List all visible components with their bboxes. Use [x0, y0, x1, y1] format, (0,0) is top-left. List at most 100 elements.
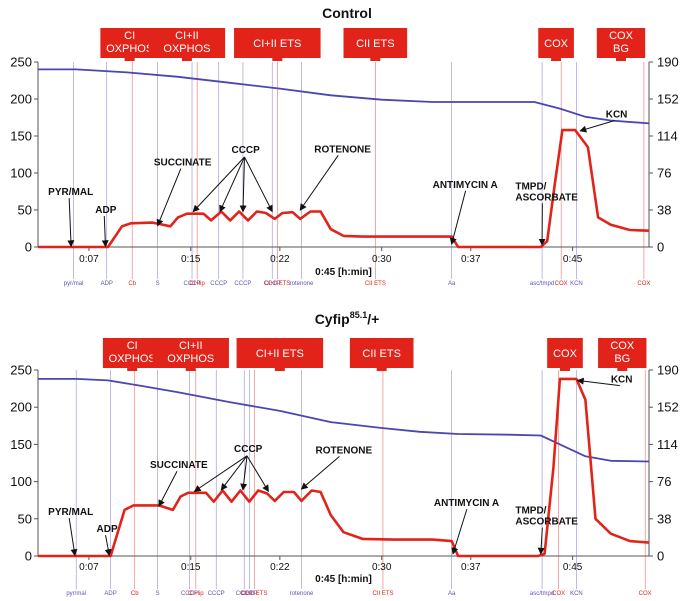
- phase-label: COX: [610, 340, 635, 352]
- chart-title-suffix: /+: [367, 311, 379, 327]
- annotation: KCN: [579, 110, 627, 133]
- annotation-label: KCN: [611, 375, 633, 386]
- event-marker-label: asc/tmpd: [530, 591, 554, 597]
- event-marker-label: CCCP: [208, 591, 225, 597]
- oxygen-concentration-line: [38, 68, 650, 125]
- phase-box: COX: [538, 28, 574, 61]
- event-marker-label: Cb: [128, 281, 136, 287]
- event-marker-label: CCCP: [181, 591, 198, 597]
- phase-label: BG: [613, 43, 629, 55]
- phase-box-background: [598, 338, 647, 368]
- annotation-label: ASCORBATE: [515, 192, 578, 203]
- phase-label: CI+II: [179, 340, 203, 352]
- oxygen-flux-line: [38, 128, 650, 249]
- phase-label: COX: [544, 38, 569, 50]
- annotation: ROTENONE: [299, 144, 371, 211]
- y-tick-label-right: 152: [657, 92, 679, 107]
- event-marker-label: rotenone: [290, 281, 314, 287]
- annotation-label: ROTENONE: [314, 144, 371, 155]
- phase-box-tick: [272, 58, 283, 61]
- phase-box: CII ETS: [343, 28, 408, 61]
- event-marker-label: CI+lip: [189, 281, 205, 287]
- annotation-label: PYR/MAL: [48, 507, 93, 518]
- annotation: ANTIMYCIN A: [433, 180, 498, 246]
- phase-box-tick: [127, 368, 138, 371]
- annotation-arrow: [449, 190, 467, 246]
- event-marker-label: CCCP: [234, 281, 251, 287]
- annotation-label: ADP: [95, 205, 116, 216]
- phase-box-background: [148, 28, 226, 58]
- x-axis-label: 0:45 [h:min]: [315, 574, 372, 585]
- cccp-arrow: [193, 455, 248, 492]
- cccp-arrow: [239, 157, 247, 213]
- phase-label: COX: [609, 30, 634, 42]
- event-marker-label: S: [156, 281, 160, 287]
- phase-box: CI+II ETS: [234, 28, 321, 61]
- annotation: TMPD/ASCORBATE: [515, 181, 578, 246]
- annotation: PYR/MAL: [48, 187, 93, 248]
- phase-label: CII ETS: [362, 348, 401, 360]
- phase-box-background: [596, 28, 646, 58]
- cccp-arrow: [220, 455, 248, 491]
- annotation: KCN: [576, 375, 633, 387]
- event-marker-label: CCCP: [241, 591, 258, 597]
- phase-label: CI+II: [175, 30, 199, 42]
- y-tick-label-left: 0: [25, 240, 32, 255]
- x-tick-label: 0:15: [181, 254, 201, 265]
- phase-box-tick: [376, 368, 387, 371]
- phase-box-background: [547, 338, 583, 368]
- x-tick-label: 0:07: [79, 562, 99, 573]
- cccp-arrow: [219, 156, 245, 213]
- phase-label: CI: [127, 340, 138, 352]
- annotation-label: ROTENONE: [315, 445, 372, 456]
- y-tick-label-right: 76: [657, 474, 671, 489]
- annotation-arrow: [104, 535, 112, 557]
- phase-box-background: [538, 28, 574, 58]
- annotation-label: ANTIMYCIN A: [434, 498, 499, 509]
- phase-box-background: [349, 338, 414, 368]
- y-tick-label-left: 250: [10, 363, 32, 378]
- cccp-arrow: [192, 156, 245, 213]
- annotation: PYR/MAL: [48, 507, 93, 557]
- event-marker-label: COX: [639, 591, 652, 597]
- x-tick-label: 0:45: [563, 254, 583, 265]
- event-marker-label: CCCP: [210, 281, 227, 287]
- phase-box-tick: [185, 368, 196, 371]
- annotation: ADP: [95, 205, 117, 248]
- annotation: SUCCINATE: [150, 460, 208, 508]
- phase-box-tick: [617, 368, 628, 371]
- y-tick-label-left: 150: [10, 129, 32, 144]
- x-tick-label: 0:22: [270, 254, 290, 265]
- event-marker-label: S: [156, 591, 160, 597]
- annotation: ADP: [97, 524, 118, 557]
- annotation: SUCCINATE: [154, 158, 212, 227]
- phase-box-tick: [551, 58, 562, 61]
- event-marker-label: asc/tmpd: [530, 281, 554, 287]
- y-tick-label-right: 114: [657, 129, 678, 144]
- phase-box-background: [343, 28, 408, 58]
- y-tick-label-left: 200: [10, 400, 32, 415]
- event-marker-label: CI+II ETS: [264, 281, 290, 287]
- annotation: ROTENONE: [300, 445, 372, 490]
- phase-label: OXPHOS: [163, 43, 210, 55]
- event-marker-label: COX: [637, 281, 650, 287]
- annotation-arrow: [67, 198, 75, 248]
- x-tick-label: 0:07: [79, 254, 99, 265]
- y-tick-label-left: 50: [18, 511, 32, 526]
- chart-title: Control: [322, 5, 372, 21]
- annotation-arrow: [451, 509, 468, 555]
- event-marker-label: CCCP: [264, 281, 281, 287]
- event-marker-label: CI+lip: [188, 591, 204, 597]
- phase-label: COX: [553, 348, 578, 360]
- phase-box-background: [236, 338, 324, 368]
- event-marker-label: CCCP: [236, 591, 253, 597]
- event-marker-label: rotenone: [290, 591, 314, 597]
- event-marker-label: COX: [555, 281, 568, 287]
- x-tick-label: 0:30: [372, 562, 392, 573]
- event-marker-label: KCN: [570, 591, 583, 597]
- annotation-arrow: [300, 455, 340, 490]
- x-tick-label: 0:37: [461, 562, 481, 573]
